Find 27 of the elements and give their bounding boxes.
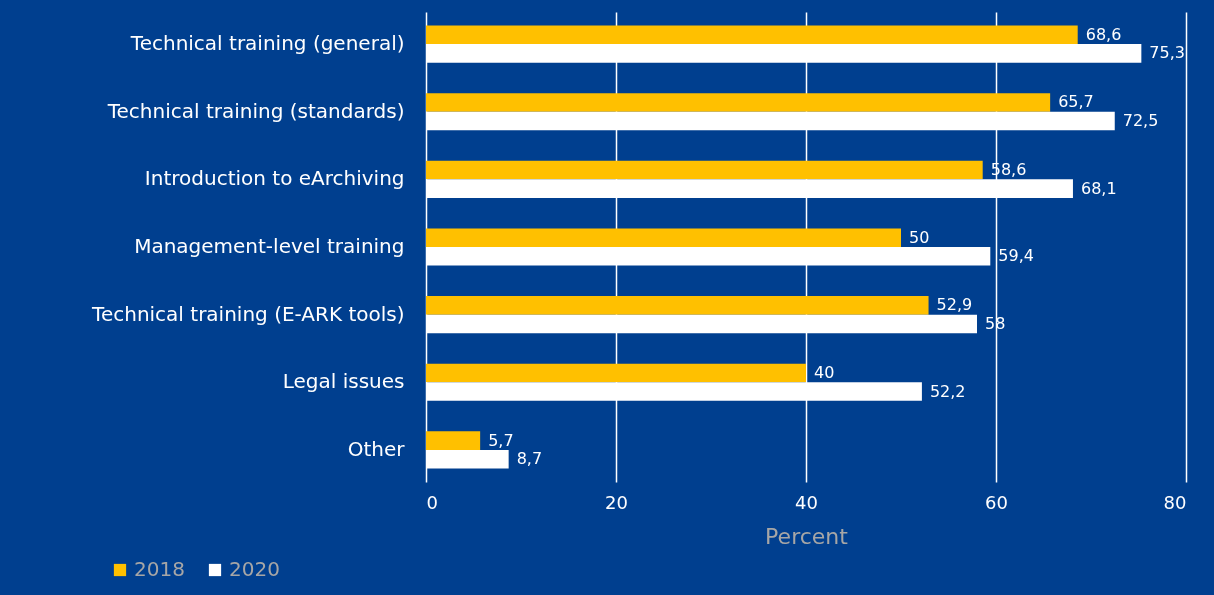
- y-tick-label: Technical training (standards): [106, 98, 405, 123]
- data-label: 65,7: [1058, 92, 1094, 112]
- data-label: 68,1: [1080, 178, 1117, 198]
- data-label: 5,7: [488, 430, 514, 450]
- x-tick-label: 60: [985, 491, 1008, 513]
- y-tick-label: Other: [347, 436, 406, 461]
- data-label: 8,7: [516, 449, 543, 469]
- legend-label: 2018: [134, 557, 185, 581]
- y-tick-label: Technical training (general): [129, 31, 405, 56]
- data-label: 52,2: [929, 381, 966, 401]
- data-label: 52,9: [936, 295, 973, 315]
- data-label: 59,4: [998, 246, 1034, 266]
- data-label: 72,5: [1122, 111, 1159, 131]
- x-tick-label: 0: [426, 491, 438, 513]
- y-tick-label: Management-level training: [134, 234, 405, 258]
- data-label: 75,3: [1149, 43, 1185, 63]
- x-tick-label: 80: [1163, 491, 1187, 513]
- x-tick-label: 20: [605, 491, 628, 513]
- data-label: 50: [909, 227, 930, 247]
- data-label: 40: [814, 362, 835, 382]
- y-tick-label: Introduction to eArchiving: [144, 166, 405, 191]
- x-tick-label: 40: [795, 491, 818, 513]
- y-tick-label: Legal issues: [282, 369, 405, 394]
- data-label: 68,6: [1085, 24, 1122, 44]
- legend-label: 2020: [229, 557, 280, 581]
- y-tick-label: Technical training (E-ARK tools): [91, 301, 405, 326]
- x-axis-title: Percent: [765, 523, 849, 549]
